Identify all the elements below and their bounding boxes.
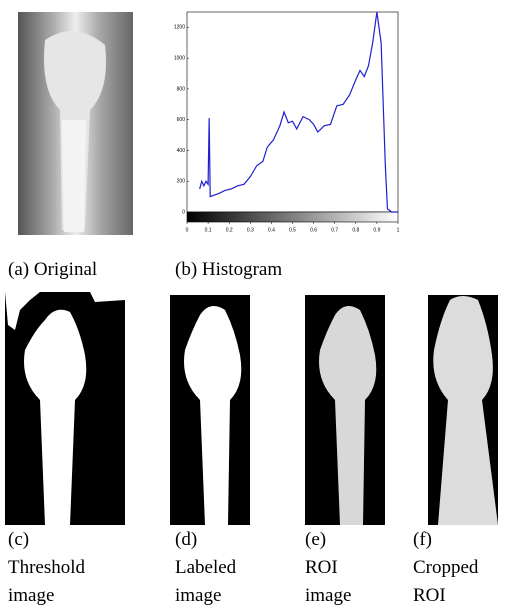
- x-tick-label: 0.7: [331, 227, 338, 233]
- x-tick-label: 0: [186, 227, 189, 233]
- y-tick-label: 600: [177, 117, 186, 123]
- caption-letter: (b): [175, 259, 197, 280]
- x-tick-label: 0.1: [205, 227, 212, 233]
- caption-text: Labeled image: [175, 554, 250, 610]
- caption: (a) Original: [8, 256, 97, 284]
- x-tick-label: 0.2: [226, 227, 233, 233]
- y-tick-label: 200: [177, 179, 186, 185]
- plot-frame: [187, 12, 398, 212]
- caption-letter: (a): [8, 259, 29, 280]
- caption-letter: (f): [413, 526, 493, 554]
- y-tick-label: 1000: [174, 55, 185, 61]
- x-tick-label: 0.8: [352, 227, 359, 233]
- x-tick-label: 0.4: [268, 227, 275, 233]
- x-tick-label: 0.6: [310, 227, 317, 233]
- x-tick-label: 0.5: [289, 227, 296, 233]
- labeled-image: [170, 295, 250, 525]
- caption: (c)Threshold image: [8, 526, 103, 610]
- x-tick-label: 1: [397, 227, 400, 233]
- threshold-image: [5, 292, 125, 525]
- caption-letter: (e): [305, 526, 360, 554]
- figure: 0 200 400 600 800 1000 1200 0 0.1 0.2 0.3 0.4 0.5 0.6…: [0, 0, 507, 612]
- roi-image: [305, 295, 385, 525]
- caption: (b) Histogram: [175, 256, 282, 284]
- caption-text: Histogram: [202, 259, 282, 280]
- caption: (f)Cropped ROI: [413, 526, 493, 610]
- caption-letter: (c): [8, 526, 103, 554]
- caption-text: ROI image: [305, 554, 360, 610]
- caption-text: Threshold image: [8, 554, 103, 610]
- caption-text: Cropped ROI: [413, 554, 493, 610]
- y-tick-label: 1200: [174, 25, 185, 31]
- y-tick-label: 400: [177, 148, 186, 154]
- caption: (e)ROI image: [305, 526, 360, 610]
- caption: (d)Labeled image: [175, 526, 250, 610]
- x-tick-label: 0.3: [247, 227, 254, 233]
- y-tick-label: 800: [177, 86, 186, 92]
- caption-text: Original: [34, 259, 97, 280]
- caption-letter: (d): [175, 526, 250, 554]
- x-tick-label: 0.9: [373, 227, 380, 233]
- cropped-roi-image: [428, 295, 498, 525]
- page: {"captions": [ {"letter": "(a)", "text":…: [0, 0, 507, 612]
- original-image: [18, 12, 133, 235]
- y-tick-label: 0: [182, 209, 185, 215]
- colorbar: [187, 212, 398, 222]
